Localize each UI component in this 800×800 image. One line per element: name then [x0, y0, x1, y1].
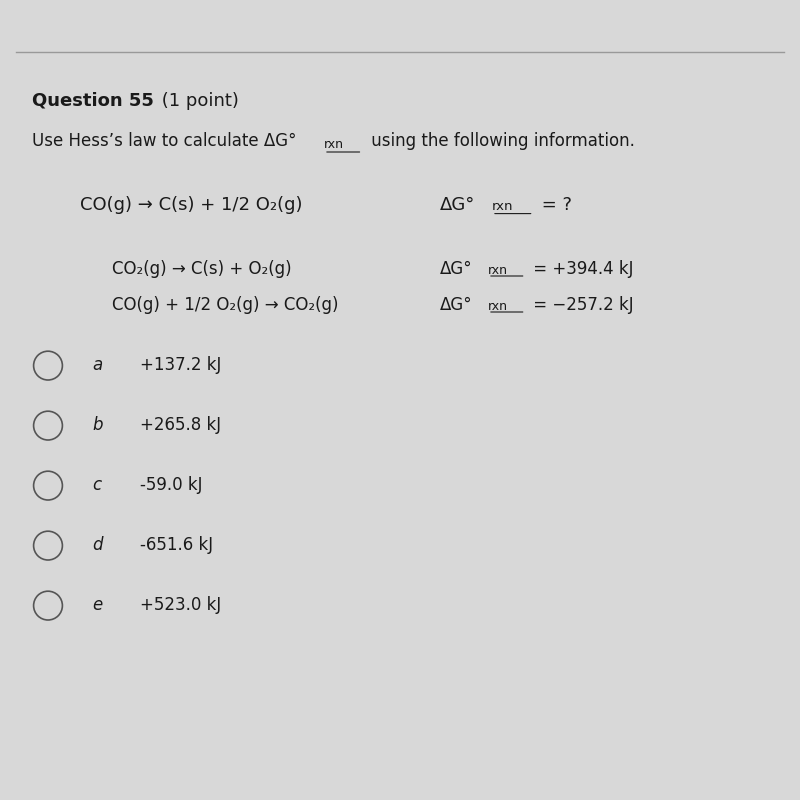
Text: a: a — [92, 356, 102, 374]
Text: -59.0 kJ: -59.0 kJ — [140, 476, 202, 494]
Text: d: d — [92, 536, 102, 554]
Text: ΔG°: ΔG° — [440, 260, 473, 278]
Text: b: b — [92, 416, 102, 434]
Text: rxn: rxn — [324, 138, 344, 151]
Text: e: e — [92, 596, 102, 614]
Text: rxn: rxn — [488, 300, 508, 313]
Text: +523.0 kJ: +523.0 kJ — [140, 596, 222, 614]
Text: Use Hess’s law to calculate ΔG°: Use Hess’s law to calculate ΔG° — [32, 132, 297, 150]
Text: +265.8 kJ: +265.8 kJ — [140, 416, 221, 434]
Text: (1 point): (1 point) — [156, 92, 239, 110]
Text: c: c — [92, 476, 101, 494]
Text: using the following information.: using the following information. — [366, 132, 634, 150]
Text: CO₂(g) → C(s) + O₂(g): CO₂(g) → C(s) + O₂(g) — [112, 260, 292, 278]
Text: rxn: rxn — [488, 264, 508, 277]
Text: rxn: rxn — [492, 200, 514, 213]
Text: CO(g) → C(s) + 1/2 O₂(g): CO(g) → C(s) + 1/2 O₂(g) — [80, 196, 302, 214]
Text: ΔG°: ΔG° — [440, 196, 475, 214]
Text: +137.2 kJ: +137.2 kJ — [140, 356, 222, 374]
Text: = +394.4 kJ: = +394.4 kJ — [528, 260, 634, 278]
Text: = −257.2 kJ: = −257.2 kJ — [528, 296, 634, 314]
Text: Question 55: Question 55 — [32, 92, 154, 110]
Text: ΔG°: ΔG° — [440, 296, 473, 314]
Text: = ?: = ? — [536, 196, 572, 214]
Text: CO(g) + 1/2 O₂(g) → CO₂(g): CO(g) + 1/2 O₂(g) → CO₂(g) — [112, 296, 338, 314]
Text: -651.6 kJ: -651.6 kJ — [140, 536, 213, 554]
